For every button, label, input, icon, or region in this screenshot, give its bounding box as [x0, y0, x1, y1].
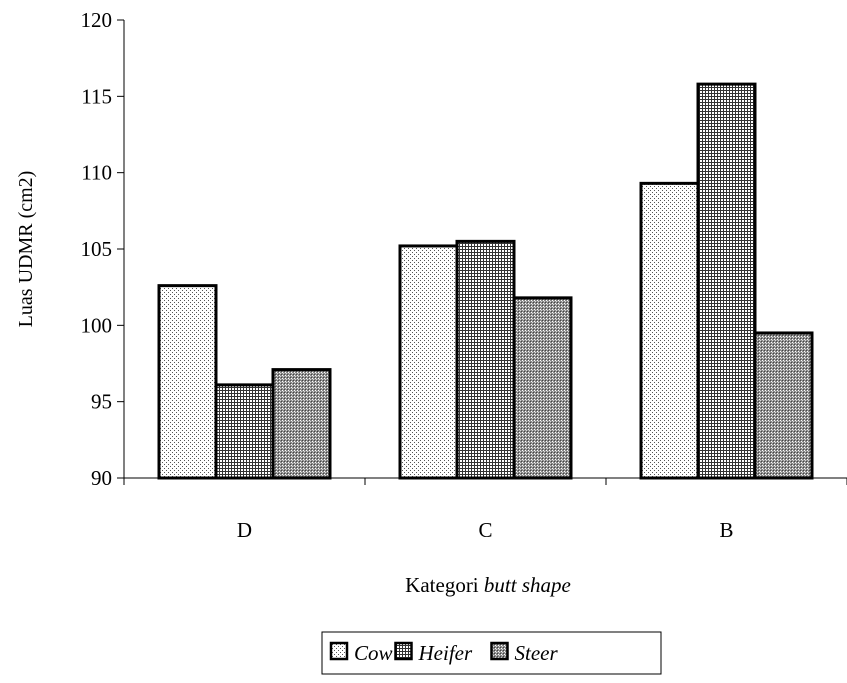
y-tick-label: 105	[81, 237, 113, 261]
x-tick-label: B	[719, 518, 733, 542]
bar-heifer-b	[696, 82, 757, 480]
bar-cow-c	[398, 244, 459, 480]
legend: Cow Heifer Steer	[321, 631, 662, 675]
y-tick-label: 90	[91, 466, 112, 490]
bar-steer-b	[753, 331, 814, 480]
tick-labels: 90 95 100 105 110 115 120 D C B	[81, 8, 734, 542]
legend-label-steer: Steer	[515, 641, 559, 665]
axes	[117, 19, 847, 485]
legend-swatch-steer	[490, 641, 509, 661]
legend-swatch-heifer	[394, 641, 413, 661]
x-axis-label-italic: butt shape	[484, 573, 571, 597]
x-tick-label: D	[237, 518, 252, 542]
bar-steer-c	[512, 296, 573, 480]
y-tick-label: 100	[81, 313, 113, 337]
legend-swatch-cow	[329, 641, 349, 661]
y-tick-label: 120	[81, 8, 113, 32]
y-tick-label: 115	[81, 84, 112, 108]
bar-heifer-d	[214, 383, 275, 480]
y-axis-label: Luas UDMR (cm2)	[15, 171, 37, 328]
legend-label-cow: Cow	[354, 641, 393, 665]
x-axis-label-prefix: Kategori	[405, 573, 484, 597]
bar-cow-b	[639, 181, 700, 480]
y-tick-label: 95	[91, 390, 112, 414]
y-tick-label: 110	[81, 161, 112, 185]
bars	[157, 82, 814, 480]
legend-label-heifer: Heifer	[418, 641, 473, 665]
x-tick-label: C	[478, 518, 492, 542]
bar-heifer-c	[455, 239, 516, 480]
bar-cow-d	[157, 284, 218, 480]
x-axis-label: Kategori butt shape	[405, 573, 571, 597]
bar-steer-d	[271, 368, 332, 480]
